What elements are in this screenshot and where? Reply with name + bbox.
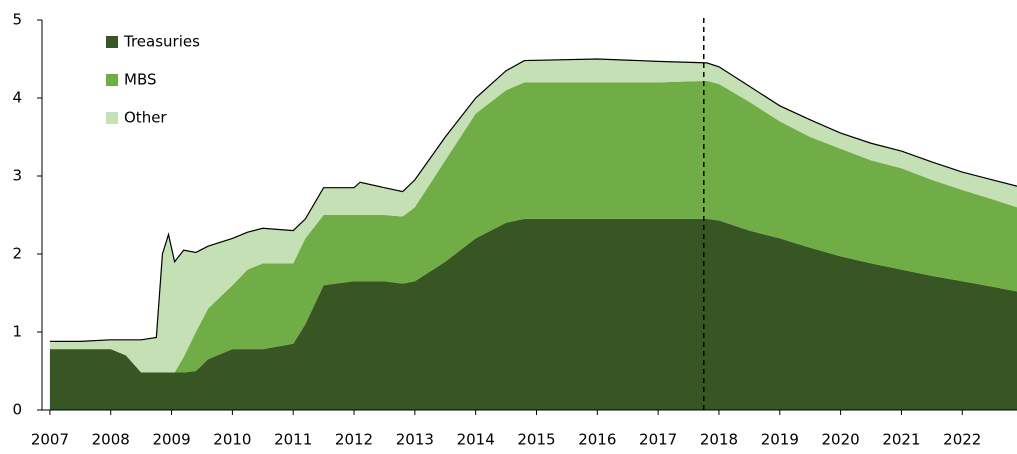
x-tick-label: 2008 <box>92 431 130 449</box>
x-tick-label: 2012 <box>335 431 373 449</box>
legend-swatch <box>106 74 118 86</box>
x-tick-label: 2009 <box>152 431 190 449</box>
x-tick-label: 2022 <box>943 431 981 449</box>
x-tick-label: 2021 <box>882 431 920 449</box>
x-tick-label: 2017 <box>639 431 677 449</box>
x-tick-label: 2016 <box>578 431 616 449</box>
y-tick-label: 3 <box>12 167 22 185</box>
outline <box>49 58 1017 342</box>
legend-swatch <box>106 36 118 48</box>
y-tick-label: 0 <box>12 401 22 419</box>
x-tick-label: 2018 <box>700 431 738 449</box>
x-tick-label: 2013 <box>396 431 434 449</box>
legend-label: Treasuries <box>123 33 200 51</box>
legend-label: Other <box>124 109 167 127</box>
area <box>49 80 1017 373</box>
y-tick-label: 4 <box>12 89 22 107</box>
area <box>49 218 1017 410</box>
y-tick-label: 5 <box>12 11 22 29</box>
legend-label: MBS <box>124 71 157 89</box>
x-tick-label: 2020 <box>822 431 860 449</box>
x-tick-label: 2011 <box>274 431 312 449</box>
x-tick-label: 2007 <box>31 431 69 449</box>
x-tick-label: 2014 <box>457 431 495 449</box>
area <box>49 59 1017 373</box>
x-tick-label: 2015 <box>517 431 555 449</box>
y-tick-label: 1 <box>12 323 22 341</box>
x-tick-label: 2019 <box>761 431 799 449</box>
x-tick-label: 2010 <box>213 431 251 449</box>
legend-swatch <box>106 112 118 124</box>
y-tick-label: 2 <box>12 245 22 263</box>
